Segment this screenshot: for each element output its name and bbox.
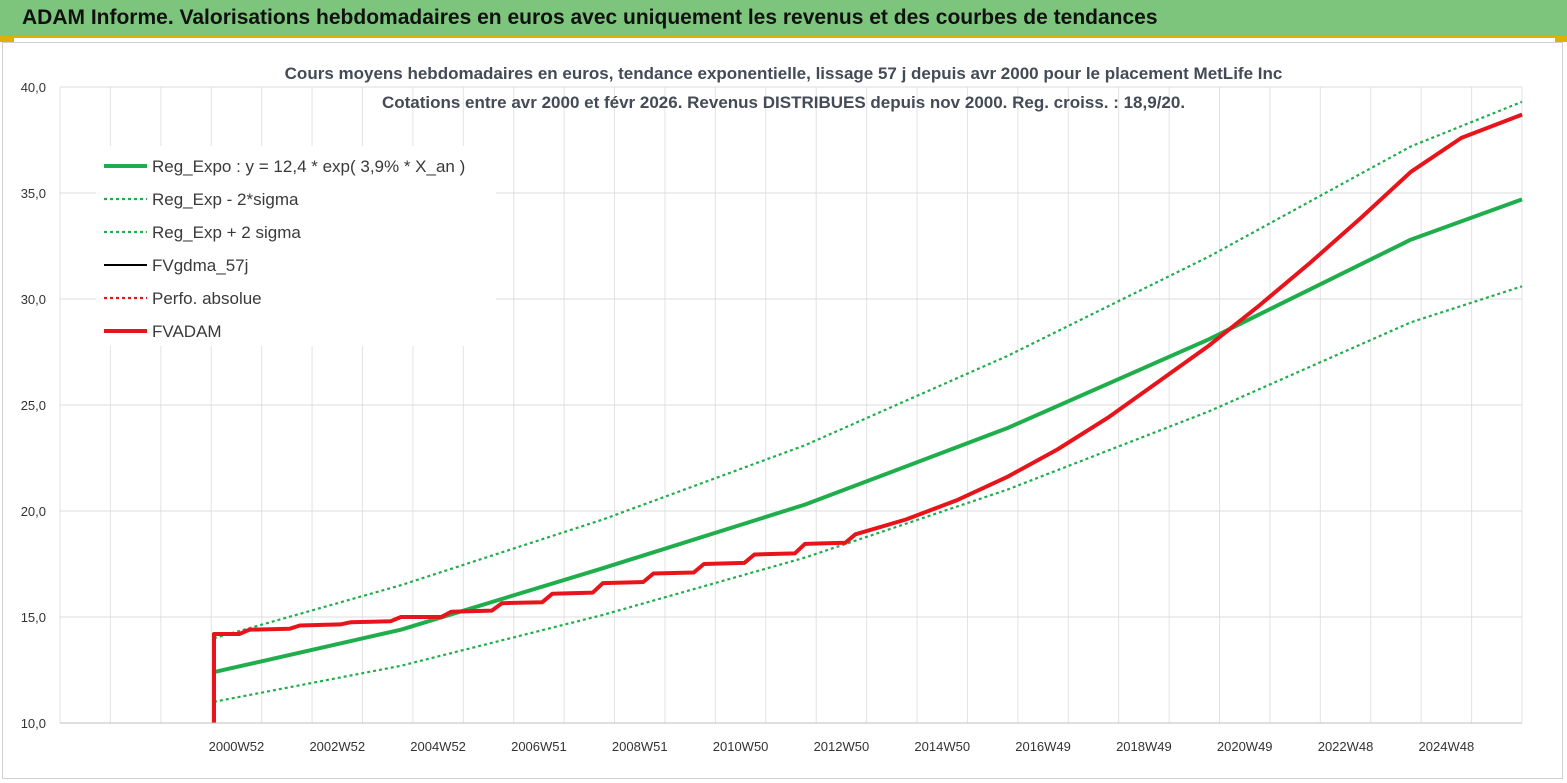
chart-title-line-1: Cours moyens hebdomadaires en euros, ten…	[284, 64, 1283, 83]
legend-label: Reg_Exp + 2 sigma	[152, 223, 301, 242]
y-tick-label: 10,0	[21, 716, 46, 731]
y-tick-label: 35,0	[21, 186, 46, 201]
x-tick-label: 2008W51	[612, 739, 668, 754]
legend-label: FVgdma_57j	[152, 256, 248, 275]
chart-frame	[2, 42, 1563, 779]
legend: Reg_Expo : y = 12,4 * exp( 3,9% * X_an )…	[96, 146, 496, 346]
series-line	[213, 100, 1523, 640]
series-line	[213, 197, 1523, 675]
x-tick-label: 2006W51	[511, 739, 567, 754]
y-tick-label: 40,0	[21, 80, 46, 95]
corner-marker	[1555, 38, 1567, 42]
report-banner: ADAM Informe. Valorisations hebdomadaire…	[0, 0, 1567, 38]
x-tick-label: 2020W49	[1217, 739, 1273, 754]
x-tick-label: 2004W52	[410, 739, 466, 754]
x-tick-label: 2022W48	[1318, 739, 1374, 754]
series-layer	[212, 100, 1523, 723]
y-tick-label: 30,0	[21, 292, 46, 307]
legend-label: Perfo. absolue	[152, 289, 262, 308]
legend-label: Reg_Exp - 2*sigma	[152, 190, 299, 209]
legend-label: FVADAM	[152, 322, 222, 341]
corner-marker	[0, 38, 14, 42]
x-tick-label: 2018W49	[1116, 739, 1172, 754]
y-tick-label: 15,0	[21, 610, 46, 625]
x-tick-label: 2016W49	[1015, 739, 1071, 754]
x-tick-label: 2000W52	[209, 739, 265, 754]
series-line	[212, 113, 1523, 723]
x-tick-label: 2012W50	[814, 739, 870, 754]
axes: 10,0 15,0 20,0 25,0 30,0 35,0 40,0 2000W52 2002W…	[21, 80, 1522, 754]
report-title: ADAM Informe. Valorisations hebdomadaire…	[22, 6, 1158, 29]
legend-label: Reg_Expo : y = 12,4 * exp( 3,9% * X_an )	[152, 157, 465, 176]
chart-title-line-2: Cotations entre avr 2000 et févr 2026. R…	[381, 93, 1186, 112]
legend-box	[96, 146, 496, 346]
y-tick-label: 20,0	[21, 504, 46, 519]
x-tick-label: 2024W48	[1419, 739, 1475, 754]
x-tick-label: 2002W52	[309, 739, 365, 754]
y-tick-label: 25,0	[21, 398, 46, 413]
series-line	[213, 285, 1523, 703]
x-tick-label: 2014W50	[914, 739, 970, 754]
x-tick-label: 2010W50	[713, 739, 769, 754]
